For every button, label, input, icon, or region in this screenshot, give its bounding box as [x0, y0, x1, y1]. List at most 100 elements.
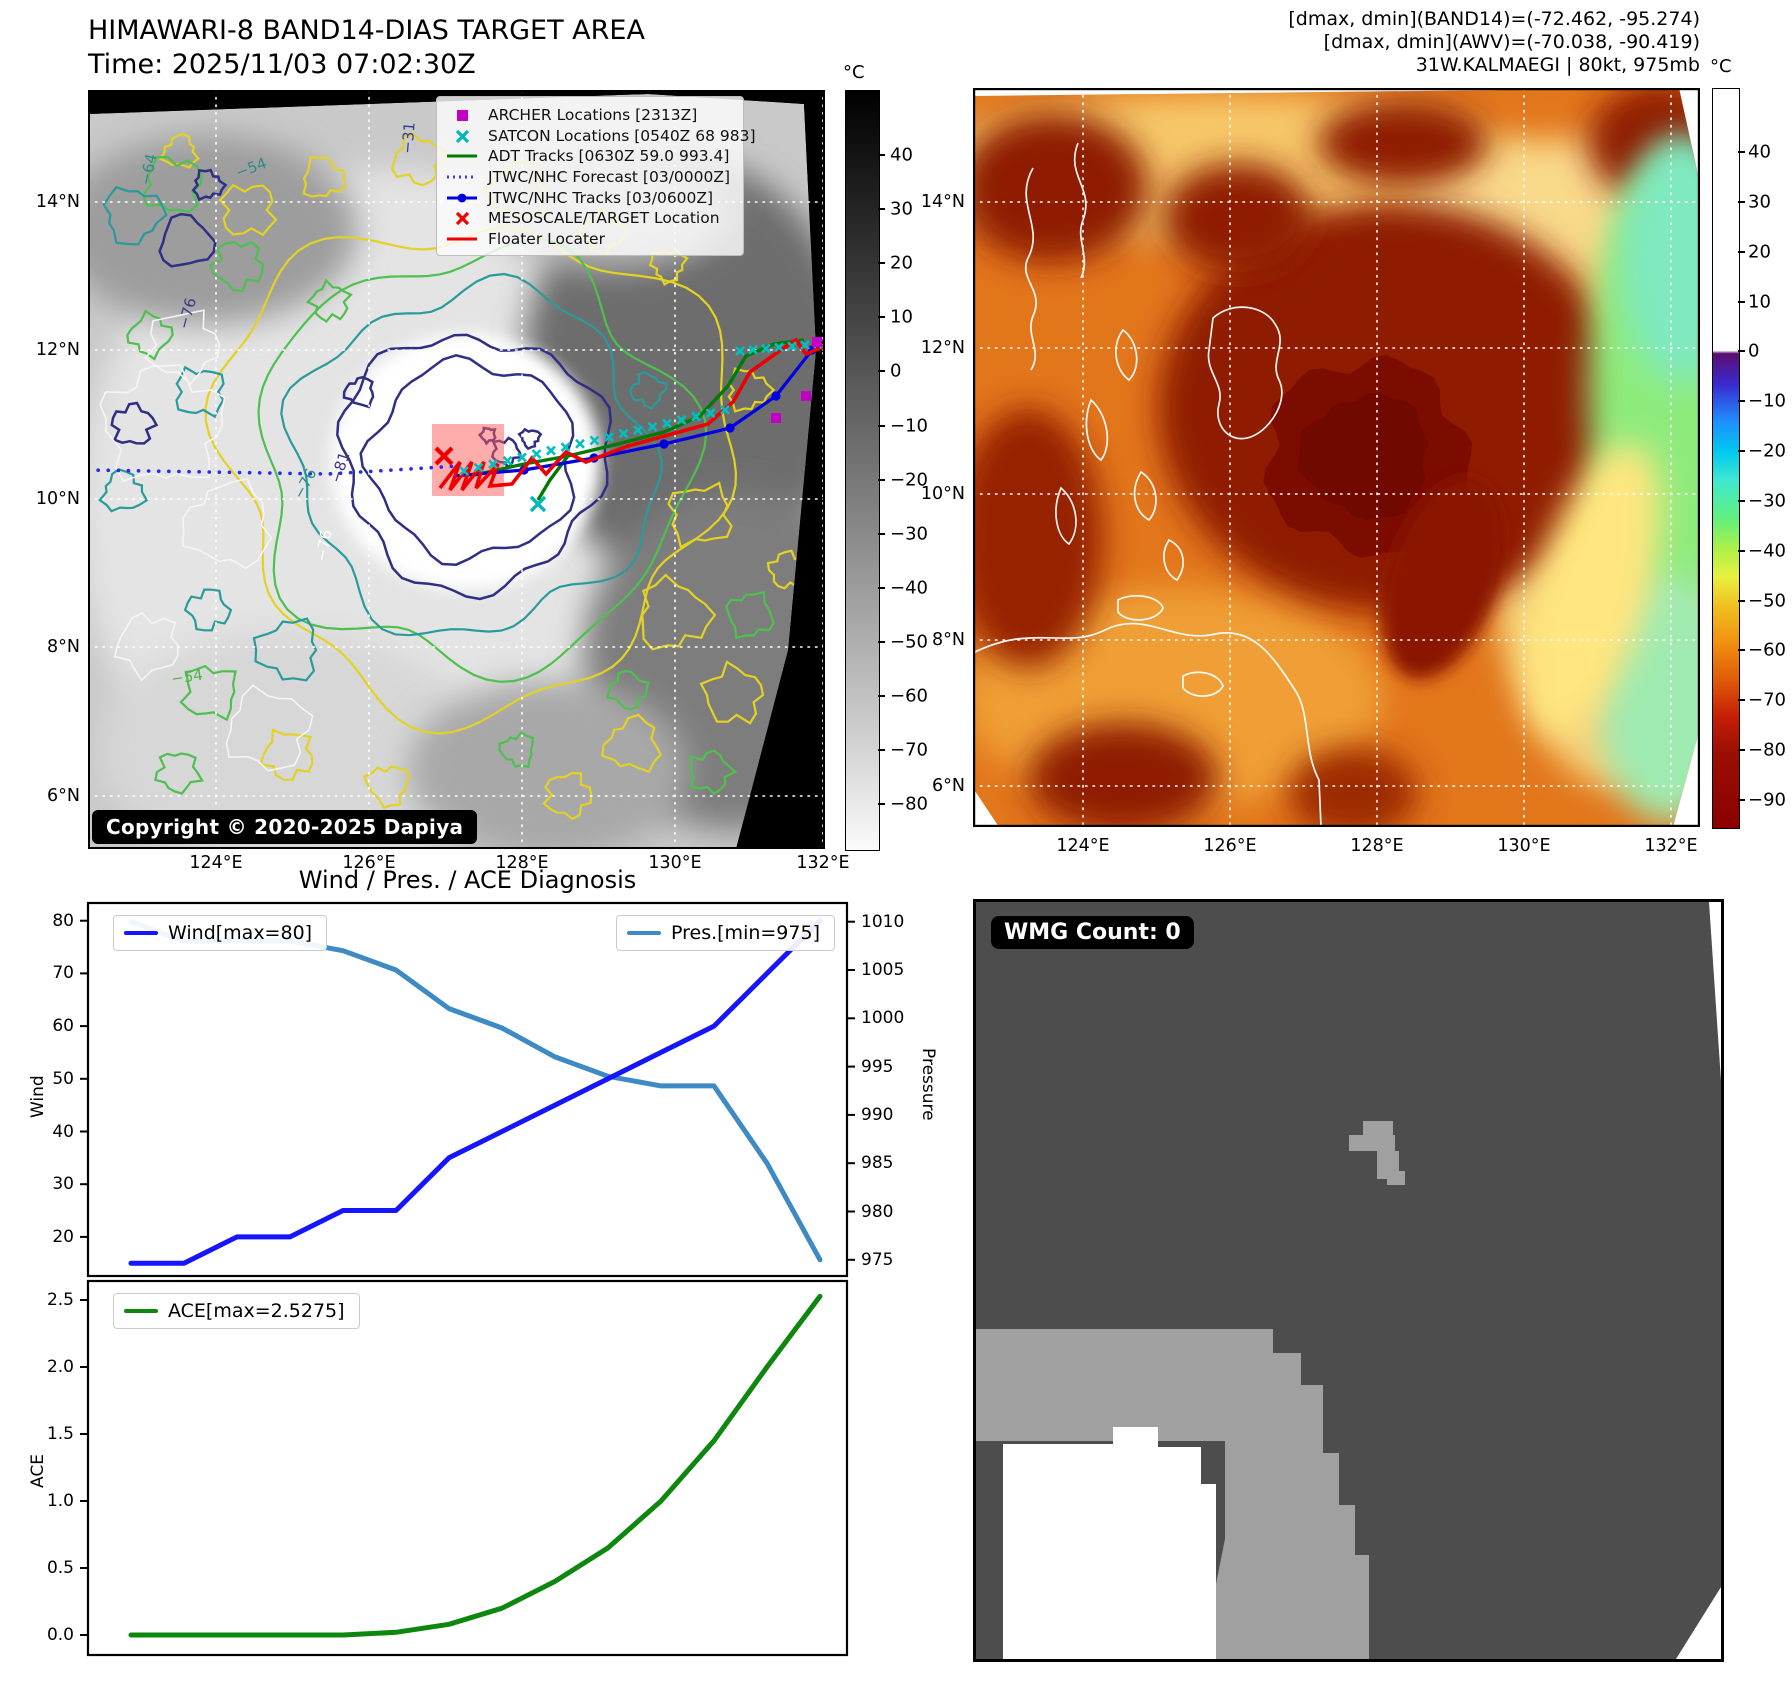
- floater-track: [438, 337, 825, 492]
- x-icon: [455, 212, 470, 226]
- storm-tracks: [88, 337, 825, 513]
- satcon-x-icon: [529, 495, 547, 513]
- tick-label: 30: [1748, 191, 1771, 213]
- tick-label: 2.5: [46, 1290, 74, 1310]
- svg-text:−76: −76: [312, 528, 335, 562]
- tick-label: 80: [52, 910, 74, 931]
- legend-item: MESOSCALE/TARGET Location: [445, 208, 733, 229]
- awv-colorbar-unit: °C: [1710, 56, 1732, 77]
- wmg-mask-art: [973, 899, 1724, 1662]
- awv-satellite-map: [973, 88, 1700, 827]
- tick-label: 40: [52, 1121, 74, 1142]
- wind-axis-label: Wind: [28, 1075, 48, 1118]
- band14-colorbar: [845, 90, 880, 851]
- tick-label: 0: [1748, 340, 1760, 362]
- wmg-count-badge: WMG Count: 0: [991, 916, 1194, 949]
- pressure-legend-label: Pres.[min=975]: [671, 922, 820, 944]
- tick-label: 14°N: [35, 192, 80, 212]
- legend-item-label: JTWC/NHC Forecast [03/0000Z]: [488, 168, 731, 187]
- tick-label: −40: [1748, 540, 1786, 562]
- tick-label: 20: [52, 1226, 74, 1247]
- tick-label: 975: [861, 1249, 894, 1270]
- target-x-icon: [434, 446, 454, 466]
- jtwc-track: [453, 344, 825, 478]
- pressure-axis-label: Pressure: [918, 1048, 938, 1121]
- line-dot-icon: [447, 193, 477, 203]
- legend-item-label: JTWC/NHC Tracks [03/0600Z]: [488, 188, 714, 207]
- ace-axis-label: ACE: [28, 1454, 48, 1488]
- tick-label: 30: [52, 1174, 74, 1195]
- band14-map-legend: ARCHER Locations [2313Z] SATCON Locations…: [436, 96, 756, 257]
- tick-label: 1000: [861, 1008, 905, 1029]
- legend-item-label: MESOSCALE/TARGET Location: [488, 209, 720, 228]
- tick-label: −40: [890, 577, 928, 599]
- tick-label: 30: [890, 198, 913, 220]
- awv-colorbar: [1712, 88, 1740, 829]
- tick-label: 6°N: [47, 786, 80, 806]
- tick-label: −50: [1748, 590, 1786, 612]
- tick-label: −30: [1748, 490, 1786, 512]
- tick-label: −20: [890, 469, 928, 491]
- tick-label: 6°N: [932, 776, 965, 796]
- legend-item: SATCON Locations [0540Z 68 983]: [445, 126, 756, 147]
- legend-item: ADT Tracks [0630Z 59.0 993.4]: [445, 146, 733, 167]
- tick-label: 8°N: [47, 637, 80, 657]
- copyright-watermark: Copyright © 2020-2025 Dapiya: [92, 810, 478, 844]
- tick-label: 12°N: [920, 338, 965, 358]
- legend-item-label: SATCON Locations [0540Z 68 983]: [488, 126, 756, 145]
- band14-satellite-map: −64 −54 −31 −76 −76 −81 −76 −54 ARCHER Location…: [88, 90, 825, 849]
- tick-label: 60: [52, 1016, 74, 1037]
- legend-item-label: ARCHER Locations [2313Z]: [488, 106, 698, 125]
- awv-map-art: [973, 88, 1700, 827]
- tick-label: 128°E: [1350, 836, 1404, 856]
- tick-label: −70: [890, 739, 928, 761]
- tick-label: 2.0: [46, 1357, 74, 1377]
- x-icon: [455, 129, 470, 144]
- line-icon: [447, 154, 477, 158]
- tick-label: 10°N: [35, 489, 80, 509]
- tick-label: 124°E: [1056, 836, 1110, 856]
- tick-label: −10: [1748, 390, 1786, 412]
- awv-info-line3: 31W.KALMAEGI | 80kt, 975mb: [1415, 54, 1700, 76]
- tick-label: −70: [1748, 689, 1786, 711]
- dotted-icon: [447, 175, 477, 179]
- svg-text:−54: −54: [170, 666, 204, 688]
- legend-item: JTWC/NHC Forecast [03/0000Z]: [445, 167, 733, 188]
- diagnosis-title: Wind / Pres. / ACE Diagnosis: [298, 866, 637, 894]
- tick-label: 985: [861, 1153, 894, 1174]
- wmg-gray-regions: [973, 1121, 1405, 1659]
- tick-label: −50: [890, 631, 928, 653]
- ace-legend-swatch: [124, 1308, 158, 1314]
- svg-text:−31: −31: [398, 121, 419, 154]
- tick-label: 40: [1748, 141, 1771, 163]
- ace-chart: [80, 1279, 849, 1657]
- archer-fix-markers: [771, 337, 822, 423]
- square-icon: [457, 110, 468, 122]
- tick-label: 990: [861, 1104, 894, 1125]
- tick-label: 40: [890, 144, 913, 166]
- tick-label: 10: [890, 306, 913, 328]
- pressure-legend: Pres.[min=975]: [616, 915, 835, 951]
- band14-timestamp: Time: 2025/11/03 07:02:30Z: [88, 49, 476, 80]
- wind-legend-swatch: [124, 930, 158, 936]
- band14-colorbar-unit: °C: [843, 62, 865, 83]
- awv-info-line1: [dmax, dmin](BAND14)=(-72.462, -95.274): [1288, 8, 1700, 30]
- tick-label: −90: [1748, 789, 1786, 811]
- tick-label: 0.5: [46, 1558, 74, 1578]
- ace-legend-label: ACE[max=2.5275]: [168, 1300, 345, 1322]
- tick-label: −20: [1748, 440, 1786, 462]
- adt-track: [469, 338, 805, 478]
- legend-item-label: Floater Locater: [488, 229, 605, 248]
- ace-legend: ACE[max=2.5275]: [113, 1293, 360, 1329]
- tick-label: −10: [890, 415, 928, 436]
- tick-label: 126°E: [1203, 836, 1257, 856]
- tick-label: 995: [861, 1056, 894, 1077]
- tick-label: 0: [890, 360, 902, 382]
- tick-label: 8°N: [932, 630, 965, 650]
- tick-label: 980: [861, 1201, 894, 1222]
- legend-item-label: ADT Tracks [0630Z 59.0 993.4]: [488, 147, 730, 166]
- tick-label: 20: [890, 252, 913, 274]
- wmg-panel: [973, 899, 1724, 1662]
- jtwc-forecast-track: [88, 464, 460, 476]
